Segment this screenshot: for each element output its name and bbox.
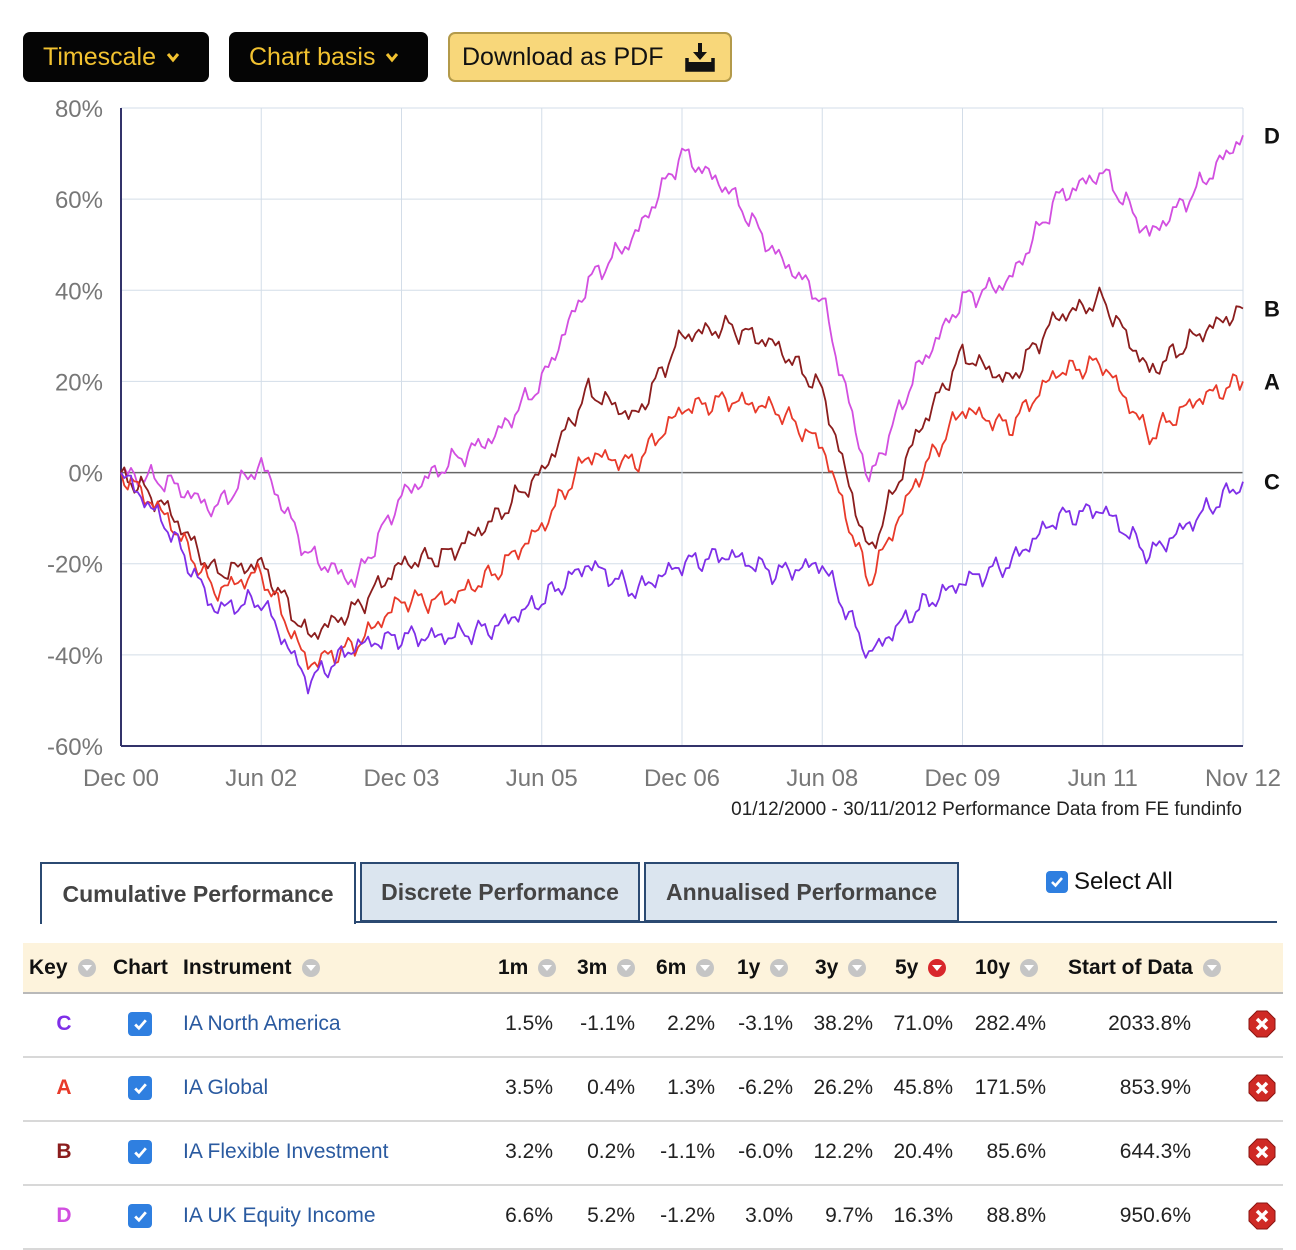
chart-basis-dropdown[interactable]: Chart basis (229, 32, 428, 82)
cell-start: 853.9% (23, 1058, 1191, 1118)
table-header: Key Chart Instrument 1m 3m 6m 1y 3y 5y 1… (23, 943, 1283, 994)
timescale-label: Timescale (43, 43, 156, 72)
header-chart: Chart (113, 943, 168, 992)
sort-icon[interactable] (696, 959, 714, 977)
sort-active-icon[interactable] (928, 959, 946, 977)
tab-discrete-label: Discrete Performance (381, 879, 619, 906)
series-end-label: D (1264, 123, 1280, 148)
cell-start: 644.3% (23, 1122, 1191, 1182)
x-tick-label: Dec 03 (363, 765, 439, 792)
tab-annualised-label: Annualised Performance (666, 879, 937, 906)
remove-icon[interactable] (1248, 1074, 1276, 1102)
series-end-label: C (1264, 470, 1280, 495)
header-3m[interactable]: 3m (577, 943, 635, 992)
header-1m-label: 1m (498, 956, 528, 980)
tab-annualised-performance[interactable]: Annualised Performance (644, 862, 959, 922)
header-1y-label: 1y (737, 956, 760, 980)
remove-icon[interactable] (1248, 1202, 1276, 1230)
x-tick-label: Dec 06 (644, 765, 720, 792)
sort-icon[interactable] (302, 959, 320, 977)
header-3y[interactable]: 3y (815, 943, 866, 992)
x-axis-labels: Dec 00 Jun 02 Dec 03 Jun 05 Dec 06 Jun 08 Dec … (83, 765, 1281, 792)
header-instrument-label: Instrument (183, 956, 292, 980)
sort-icon[interactable] (538, 959, 556, 977)
tab-discrete-performance[interactable]: Discrete Performance (360, 862, 640, 922)
sort-icon[interactable] (848, 959, 866, 977)
header-key-label: Key (29, 956, 68, 980)
header-6m[interactable]: 6m (656, 943, 714, 992)
tab-divider (355, 921, 1277, 923)
select-all-checkbox[interactable] (1046, 871, 1068, 893)
y-axis-labels: 80% 60% 40% 20% 0% -20% -40% -60% (47, 96, 103, 761)
header-5y-label: 5y (895, 956, 918, 980)
sort-icon[interactable] (78, 959, 96, 977)
header-key[interactable]: Key (29, 943, 96, 992)
header-start-label: Start of Data (1068, 956, 1193, 980)
chart-footnote: 01/12/2000 - 30/11/2012 Performance Data… (731, 799, 1242, 820)
performance-table: Key Chart Instrument 1m 3m 6m 1y 3y 5y 1… (23, 943, 1283, 1250)
series-end-label: A (1264, 369, 1280, 394)
select-all-control[interactable]: Select All (1046, 868, 1173, 896)
x-tick-label: Dec 09 (924, 765, 1000, 792)
header-5y[interactable]: 5y (895, 943, 946, 992)
x-tick-label: Jun 05 (506, 765, 578, 792)
x-tick-label: Jun 08 (786, 765, 858, 792)
header-start-of-data[interactable]: Start of Data (1068, 943, 1221, 992)
chevron-down-icon (385, 50, 399, 64)
sort-icon[interactable] (770, 959, 788, 977)
header-10y-label: 10y (975, 956, 1010, 980)
x-tick-label: Nov 12 (1205, 765, 1281, 792)
header-6m-label: 6m (656, 956, 686, 980)
y-tick-label: -40% (47, 643, 103, 670)
x-tick-label: Dec 00 (83, 765, 159, 792)
remove-icon[interactable] (1248, 1138, 1276, 1166)
y-tick-label: -60% (47, 734, 103, 761)
cell-start: 2033.8% (23, 994, 1191, 1054)
series-end-labels: D B A C (1264, 123, 1280, 494)
download-pdf-button[interactable]: Download as PDF (448, 32, 732, 82)
header-3m-label: 3m (577, 956, 607, 980)
tab-cumulative-performance[interactable]: Cumulative Performance (40, 862, 356, 924)
y-tick-label: 0% (68, 461, 103, 488)
remove-icon[interactable] (1248, 1010, 1276, 1038)
header-1m[interactable]: 1m (498, 943, 556, 992)
y-tick-label: 60% (55, 187, 103, 214)
tab-cumulative-label: Cumulative Performance (63, 881, 334, 908)
download-pdf-label: Download as PDF (462, 43, 663, 72)
series-end-label: B (1264, 297, 1280, 322)
x-tick-label: Jun 11 (1068, 765, 1138, 792)
y-tick-label: 80% (55, 96, 103, 123)
chart-basis-label: Chart basis (249, 43, 375, 72)
y-tick-label: 40% (55, 278, 103, 305)
sort-icon[interactable] (1203, 959, 1221, 977)
sort-icon[interactable] (1020, 959, 1038, 977)
sort-icon[interactable] (617, 959, 635, 977)
cell-start: 950.6% (23, 1186, 1191, 1246)
select-all-label: Select All (1074, 868, 1173, 896)
timescale-dropdown[interactable]: Timescale (23, 32, 209, 82)
header-10y[interactable]: 10y (975, 943, 1038, 992)
header-chart-label: Chart (113, 956, 168, 980)
header-1y[interactable]: 1y (737, 943, 788, 992)
y-tick-label: -20% (47, 552, 103, 579)
download-icon (683, 40, 717, 74)
y-tick-label: 20% (55, 369, 103, 396)
header-instrument[interactable]: Instrument (183, 943, 320, 992)
chevron-down-icon (166, 50, 180, 64)
header-3y-label: 3y (815, 956, 838, 980)
x-tick-label: Jun 02 (225, 765, 297, 792)
